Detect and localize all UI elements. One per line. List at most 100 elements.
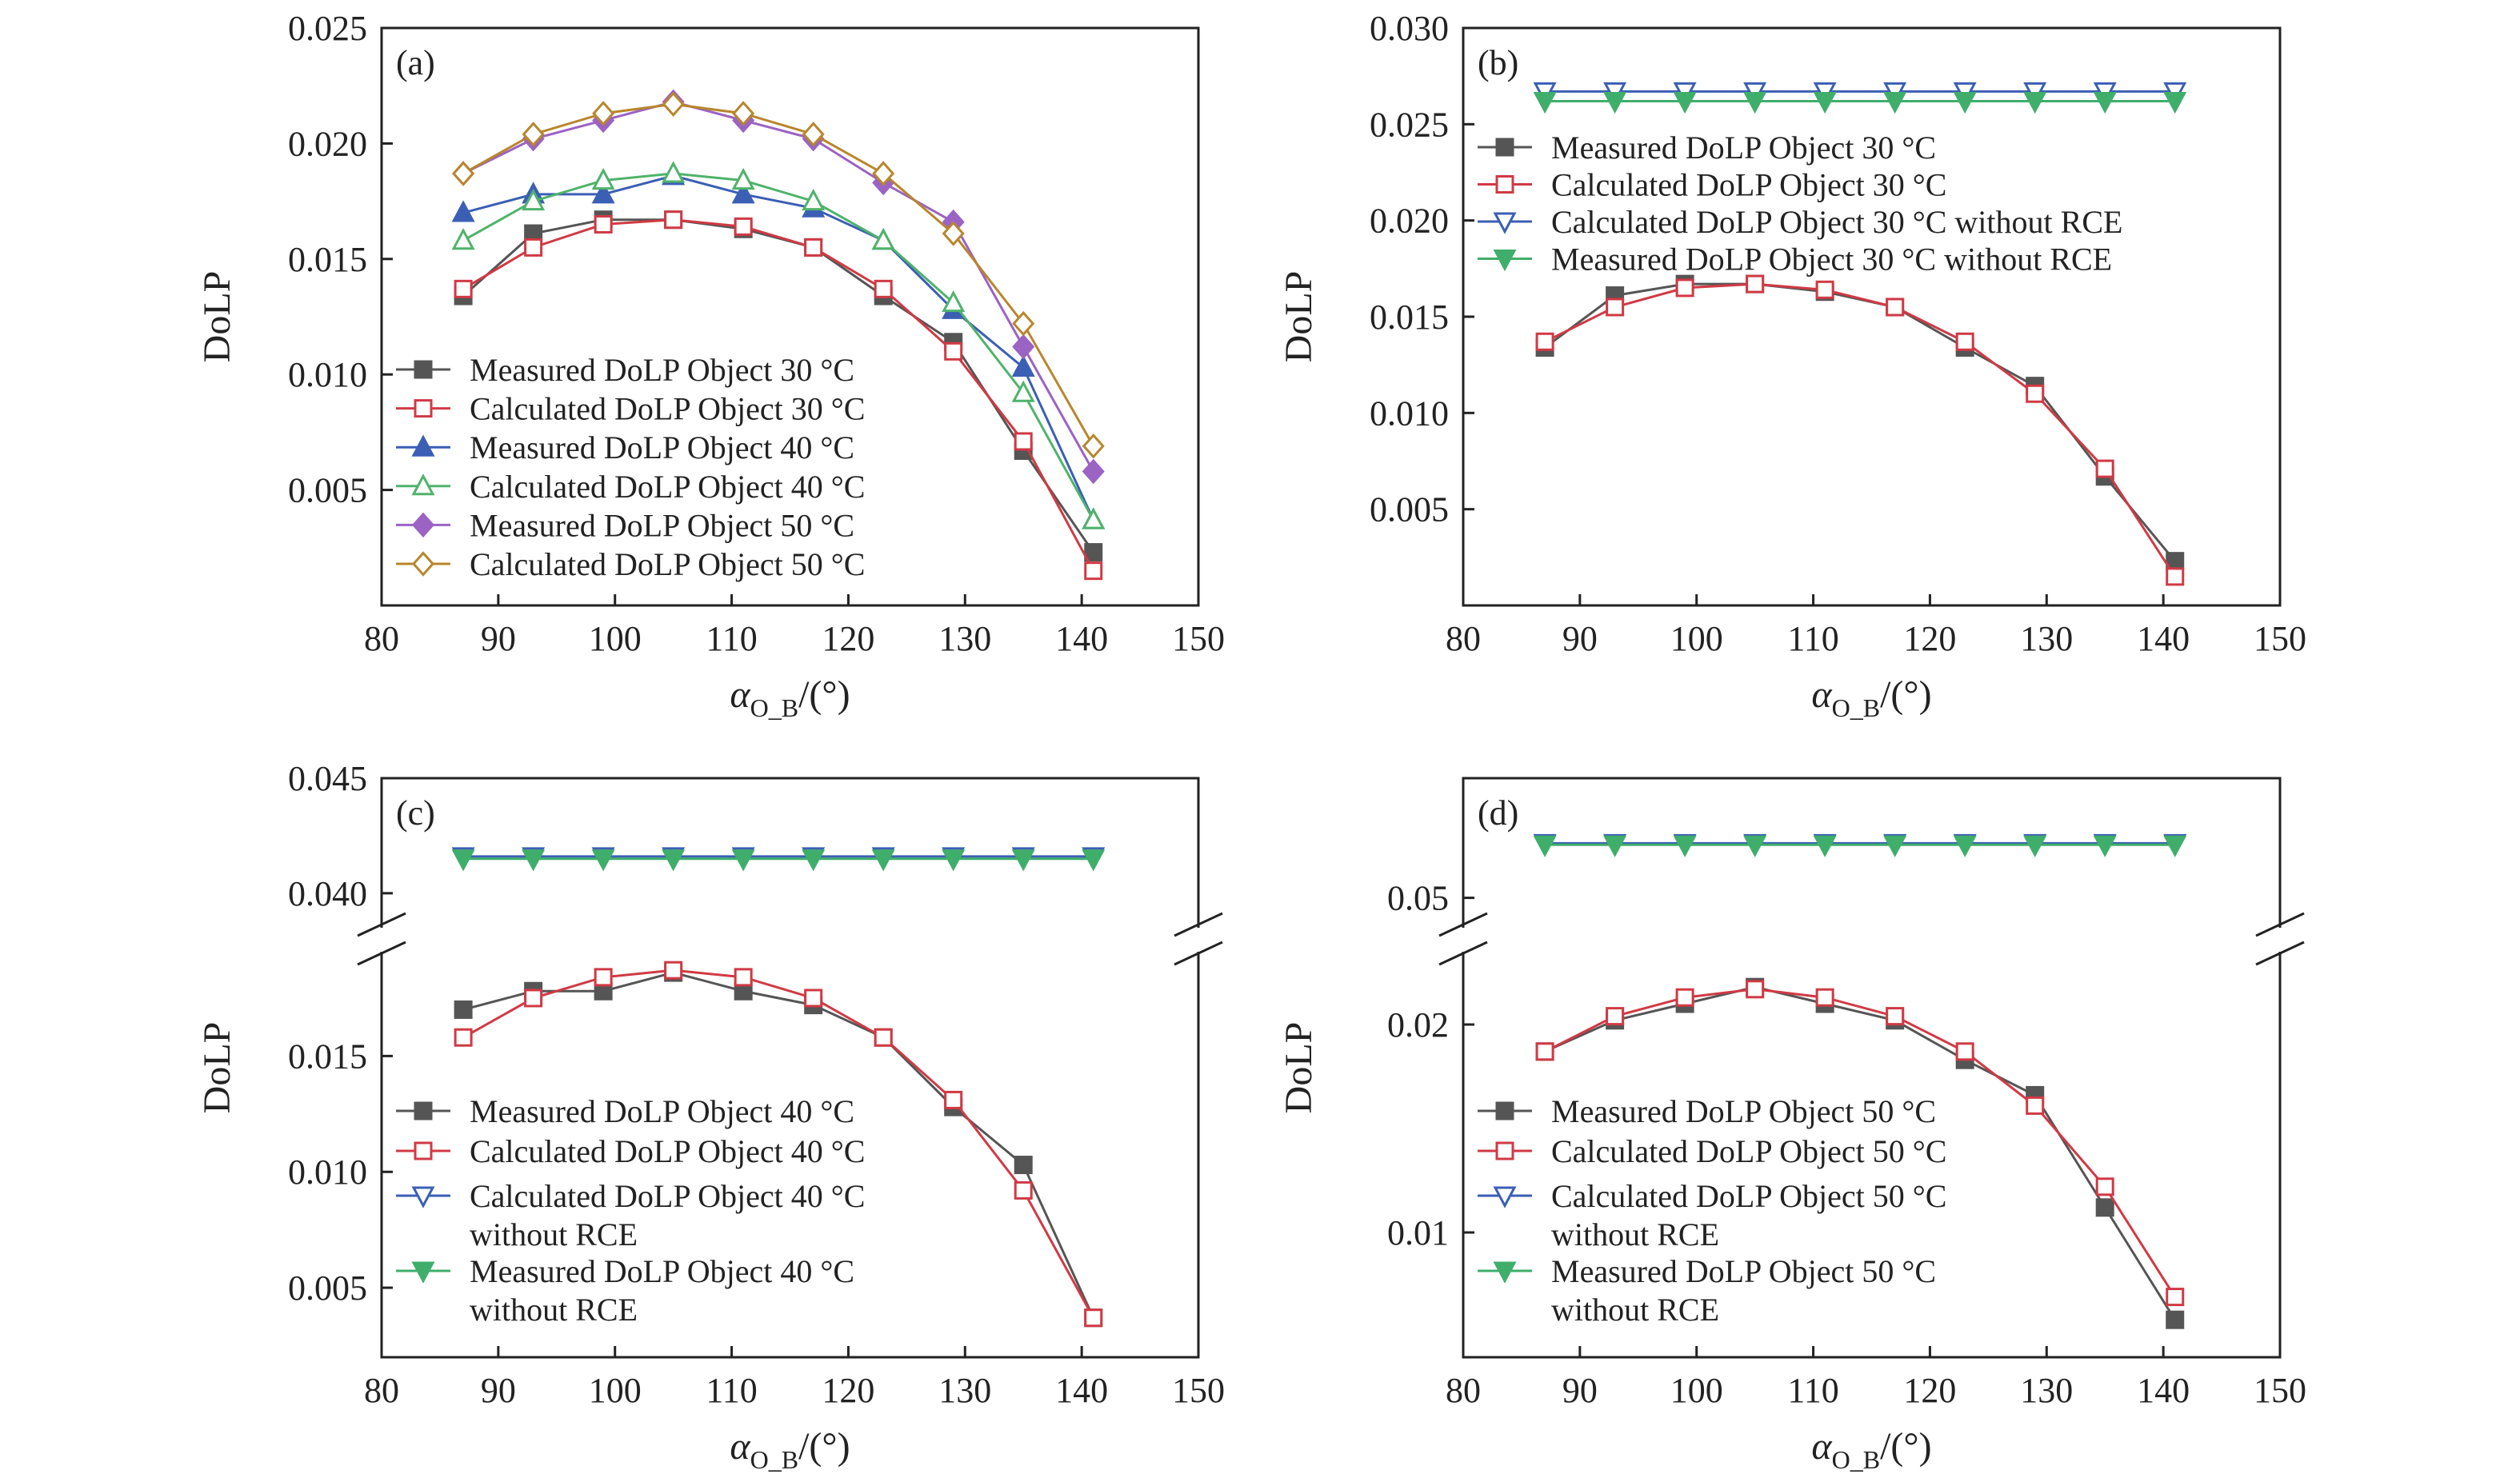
data-point	[802, 122, 825, 147]
y-tick-label: 0.01	[1387, 1213, 1449, 1252]
legend-entry: Calculated DoLP Object 50 °C	[1551, 1133, 1946, 1169]
legend-entry: Calculated DoLP Object 40 °C	[470, 469, 865, 505]
x-tick-label: 150	[1172, 1371, 1225, 1410]
data-point	[1813, 835, 1837, 857]
x-tick-label: 140	[1055, 1371, 1108, 1410]
series-1	[1535, 274, 2185, 571]
y-axis-label: DoLP	[196, 1022, 238, 1114]
series-line	[462, 100, 1095, 473]
data-point	[664, 210, 683, 230]
x-axis-label-subscript: O_B	[1832, 693, 1880, 722]
data-point	[664, 961, 683, 980]
data-point	[804, 989, 823, 1008]
x-axis-label-unit: /(°)	[798, 673, 850, 716]
series-2	[454, 210, 1103, 581]
data-point	[454, 1000, 473, 1019]
data-point	[1603, 835, 1627, 857]
data-point	[1675, 278, 1694, 298]
x-tick-label: 120	[822, 1371, 874, 1410]
y-tick-label: 0.005	[288, 1268, 367, 1308]
data-point	[1014, 432, 1033, 451]
data-point	[2166, 1288, 2185, 1307]
data-point	[874, 1028, 893, 1047]
y-tick-label: 0.020	[288, 124, 367, 163]
data-point	[871, 228, 895, 250]
legend-entry: Measured DoLP Object 30 °C	[1551, 130, 1936, 166]
x-tick-label: 90	[481, 619, 516, 658]
chart-panel-d: 80 90 100 110 120 130 140 150 0.01 0.02 0.05 (d) DoL…	[1278, 777, 2306, 1474]
data-point	[942, 290, 966, 313]
series-4	[1533, 835, 2187, 857]
data-point	[731, 182, 755, 204]
data-point	[1886, 298, 1905, 317]
x-axis-label-unit: /(°)	[798, 1425, 850, 1468]
legend-swatch-marker	[411, 512, 435, 538]
series-2	[454, 961, 1103, 1328]
data-point	[2166, 1310, 2185, 1329]
data-point	[1535, 332, 1554, 351]
chart-panel-c: 80 90 100 110 120 130 140 150 0.005 0.010 0.015 0.0…	[196, 759, 1225, 1474]
data-point	[731, 167, 755, 190]
y-tick-label: 0.005	[1370, 490, 1449, 529]
data-point	[1084, 561, 1103, 581]
x-axis-label: αO_B/(°)	[1811, 1425, 1931, 1474]
x-axis-label-subscript: O_B	[1832, 1445, 1880, 1474]
y-tick-label: 0.040	[288, 874, 367, 913]
x-tick-label: 80	[1446, 1371, 1481, 1410]
data-point	[1953, 91, 1977, 114]
series-line	[1544, 282, 2176, 562]
data-point	[1011, 354, 1035, 377]
plot-frame-lower	[1462, 952, 2282, 1359]
x-tick-label: 90	[481, 1371, 516, 1410]
data-point	[1014, 1180, 1033, 1200]
legend-entry-line2: without RCE	[1551, 1292, 1719, 1328]
y-tick-label: 0.015	[1370, 298, 1449, 337]
data-point	[1746, 274, 1765, 294]
x-tick-label: 130	[2020, 619, 2073, 658]
x-tick-label: 150	[2254, 619, 2306, 658]
legend-entry: Measured DoLP Object 30 °C without RCE	[1551, 242, 2112, 278]
data-point	[591, 849, 615, 872]
legend-entry: Measured DoLP Object 50 °C	[470, 507, 854, 543]
x-tick-label: 130	[938, 619, 991, 658]
axis-break-right-b	[2255, 941, 2305, 966]
y-axis-label: DoLP	[1278, 271, 1320, 363]
x-tick-label: 130	[2020, 1371, 2073, 1410]
plot-frame-upper	[380, 777, 1200, 928]
data-point	[1955, 1042, 1974, 1061]
data-point	[452, 161, 475, 186]
data-point	[1886, 1007, 1905, 1026]
data-point	[1815, 280, 1834, 299]
legend-swatch-marker	[414, 399, 433, 418]
data-point	[1673, 835, 1697, 857]
y-tick-label: 0.030	[1370, 9, 1449, 48]
legend-swatch-marker	[414, 1141, 433, 1160]
data-point	[2095, 459, 2114, 478]
axis-break-left-b	[1438, 941, 1488, 966]
x-tick-label: 150	[1172, 619, 1225, 658]
series-4	[451, 161, 1106, 529]
data-point	[1743, 91, 1767, 114]
data-point	[1535, 1042, 1554, 1061]
legend-entry: Calculated DoLP Object 40 °C	[470, 1133, 865, 1169]
data-point	[1815, 988, 1834, 1007]
legend-entry: Calculated DoLP Object 30 °C	[470, 391, 865, 427]
x-tick-label: 110	[1787, 619, 1838, 658]
data-point	[524, 989, 543, 1008]
y-tick-label: 0.010	[288, 355, 367, 394]
data-point	[1953, 835, 1977, 857]
x-axis-label: αO_B/(°)	[1811, 673, 1931, 722]
data-point	[454, 279, 473, 298]
axis-break-right-a	[1174, 912, 1223, 937]
data-point	[2166, 567, 2185, 586]
x-tick-label: 140	[2137, 1371, 2190, 1410]
x-axis-label-symbol: α	[730, 1425, 750, 1468]
x-axis-label-subscript: O_B	[750, 1445, 798, 1474]
data-point	[871, 849, 895, 872]
y-tick-label: 0.015	[288, 1037, 367, 1076]
data-point	[1012, 310, 1035, 337]
legend-swatch-marker	[414, 1101, 433, 1120]
data-point	[1011, 849, 1035, 872]
data-point	[942, 849, 966, 872]
